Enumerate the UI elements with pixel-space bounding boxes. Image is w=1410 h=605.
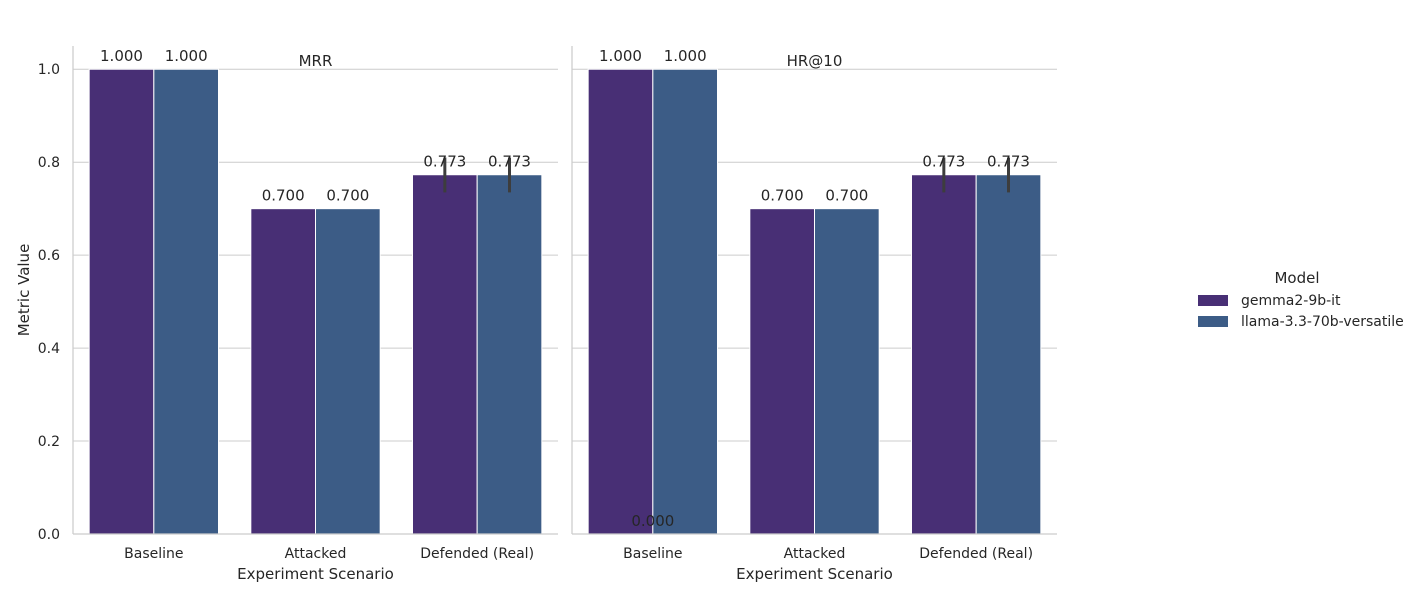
bar	[587, 68, 654, 535]
bar	[652, 68, 718, 535]
x-tick-label: Baseline	[124, 546, 183, 562]
data-label: 1.000	[599, 47, 642, 65]
y-tick-label: 0.6	[38, 248, 60, 264]
legend-label: gemma2-9b-it	[1241, 293, 1341, 309]
bar	[250, 208, 316, 535]
legend-title: Model	[1274, 269, 1319, 287]
x-tick-label: Baseline	[623, 546, 682, 562]
data-label: 0.773	[488, 153, 531, 171]
x-tick-label: Attacked	[784, 546, 846, 562]
data-label: 1.000	[664, 47, 707, 65]
panel-title: HR@10	[787, 52, 843, 70]
data-label: 0.700	[825, 187, 868, 205]
y-tick-label: 0.0	[38, 527, 60, 543]
x-axis-label: Experiment Scenario	[237, 565, 394, 583]
y-tick-label: 0.8	[38, 155, 60, 171]
y-tick-label: 0.2	[38, 434, 60, 450]
x-tick-label: Defended (Real)	[919, 546, 1033, 562]
bar	[153, 68, 219, 535]
data-label: 0.773	[987, 153, 1030, 171]
bar	[315, 208, 381, 535]
bar	[476, 174, 543, 535]
data-label: 1.000	[165, 47, 208, 65]
legend-swatch	[1198, 316, 1228, 327]
legend-swatch	[1198, 295, 1228, 306]
data-label: 0.700	[326, 187, 369, 205]
legend-label: llama-3.3-70b-versatile	[1241, 314, 1404, 330]
bar	[412, 174, 478, 535]
bar	[88, 68, 155, 535]
bar	[911, 174, 977, 535]
x-axis-label: Experiment Scenario	[736, 565, 893, 583]
y-axis-label: Metric Value	[15, 244, 33, 337]
data-label: 1.000	[100, 47, 143, 65]
data-label: 0.700	[761, 187, 804, 205]
bar	[814, 208, 880, 535]
x-tick-label: Defended (Real)	[420, 546, 534, 562]
data-label: 0.773	[922, 153, 965, 171]
panel-title: MRR	[299, 52, 333, 70]
data-label: 0.773	[423, 153, 466, 171]
bar	[975, 174, 1042, 535]
data-label: 0.000	[631, 512, 674, 530]
y-tick-label: 0.4	[38, 341, 60, 357]
data-label: 0.700	[262, 187, 305, 205]
x-tick-label: Attacked	[285, 546, 347, 562]
bar	[749, 208, 815, 535]
y-tick-label: 1.0	[38, 62, 60, 78]
